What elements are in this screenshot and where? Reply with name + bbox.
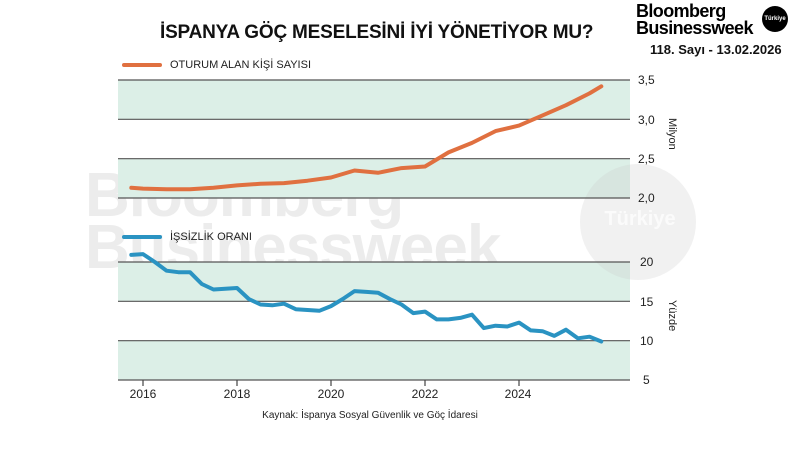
brand-line-2: Businessweek — [636, 18, 753, 38]
x-tick: 2020 — [317, 387, 345, 401]
watermark-circle — [580, 164, 696, 280]
y-tick-upper: 3,5 — [638, 73, 655, 87]
x-tick: 2024 — [504, 387, 532, 401]
y-tick-lower: 15 — [640, 295, 654, 309]
legend-residents: OTURUM ALAN KİŞİ SAYISI — [122, 59, 311, 71]
legend-swatch-blue — [122, 235, 162, 239]
y-tick-lower: 5 — [643, 373, 650, 387]
brand-line-1: Bloomberg — [636, 1, 726, 21]
grid-band — [118, 158, 630, 198]
x-tick: 2022 — [411, 387, 439, 401]
y-unit-upper: Milyon — [666, 118, 678, 150]
grid-band — [118, 80, 630, 120]
chart-title: İSPANYA GÖÇ MESELESİNİ İYİ YÖNETİYOR MU? — [160, 22, 594, 43]
x-tick: 2016 — [129, 387, 157, 401]
brand-badge: Türkiye — [762, 6, 788, 32]
grid-band — [118, 340, 630, 380]
y-unit-lower: Yüzde — [666, 300, 678, 332]
brand-logo: Bloomberg Businessweek — [636, 1, 753, 38]
legend-label-residents: OTURUM ALAN KİŞİ SAYISI — [170, 59, 311, 71]
residents-line — [129, 84, 604, 192]
y-tick-upper: 3,0 — [638, 113, 655, 127]
y-tick-upper: 2,5 — [638, 152, 655, 166]
y-tick-lower: 20 — [640, 255, 654, 269]
legend-unemployment: İŞSİZLİK ORANI — [122, 231, 252, 243]
grid-band — [118, 262, 630, 302]
issue-info: 118. Sayı - 13.02.2026 — [650, 42, 782, 57]
y-tick-lower: 10 — [640, 334, 654, 348]
y-tick-upper: 2,0 — [638, 191, 655, 205]
source-note: Kaynak: İspanya Sosyal Güvenlik ve Göç İ… — [262, 410, 478, 421]
legend-label-unemployment: İŞSİZLİK ORANI — [170, 231, 252, 243]
unemployment-line — [129, 252, 604, 344]
x-tick: 2018 — [223, 387, 251, 401]
watermark-badge-text: Türkiye — [604, 208, 676, 230]
legend-swatch-orange — [122, 63, 162, 67]
